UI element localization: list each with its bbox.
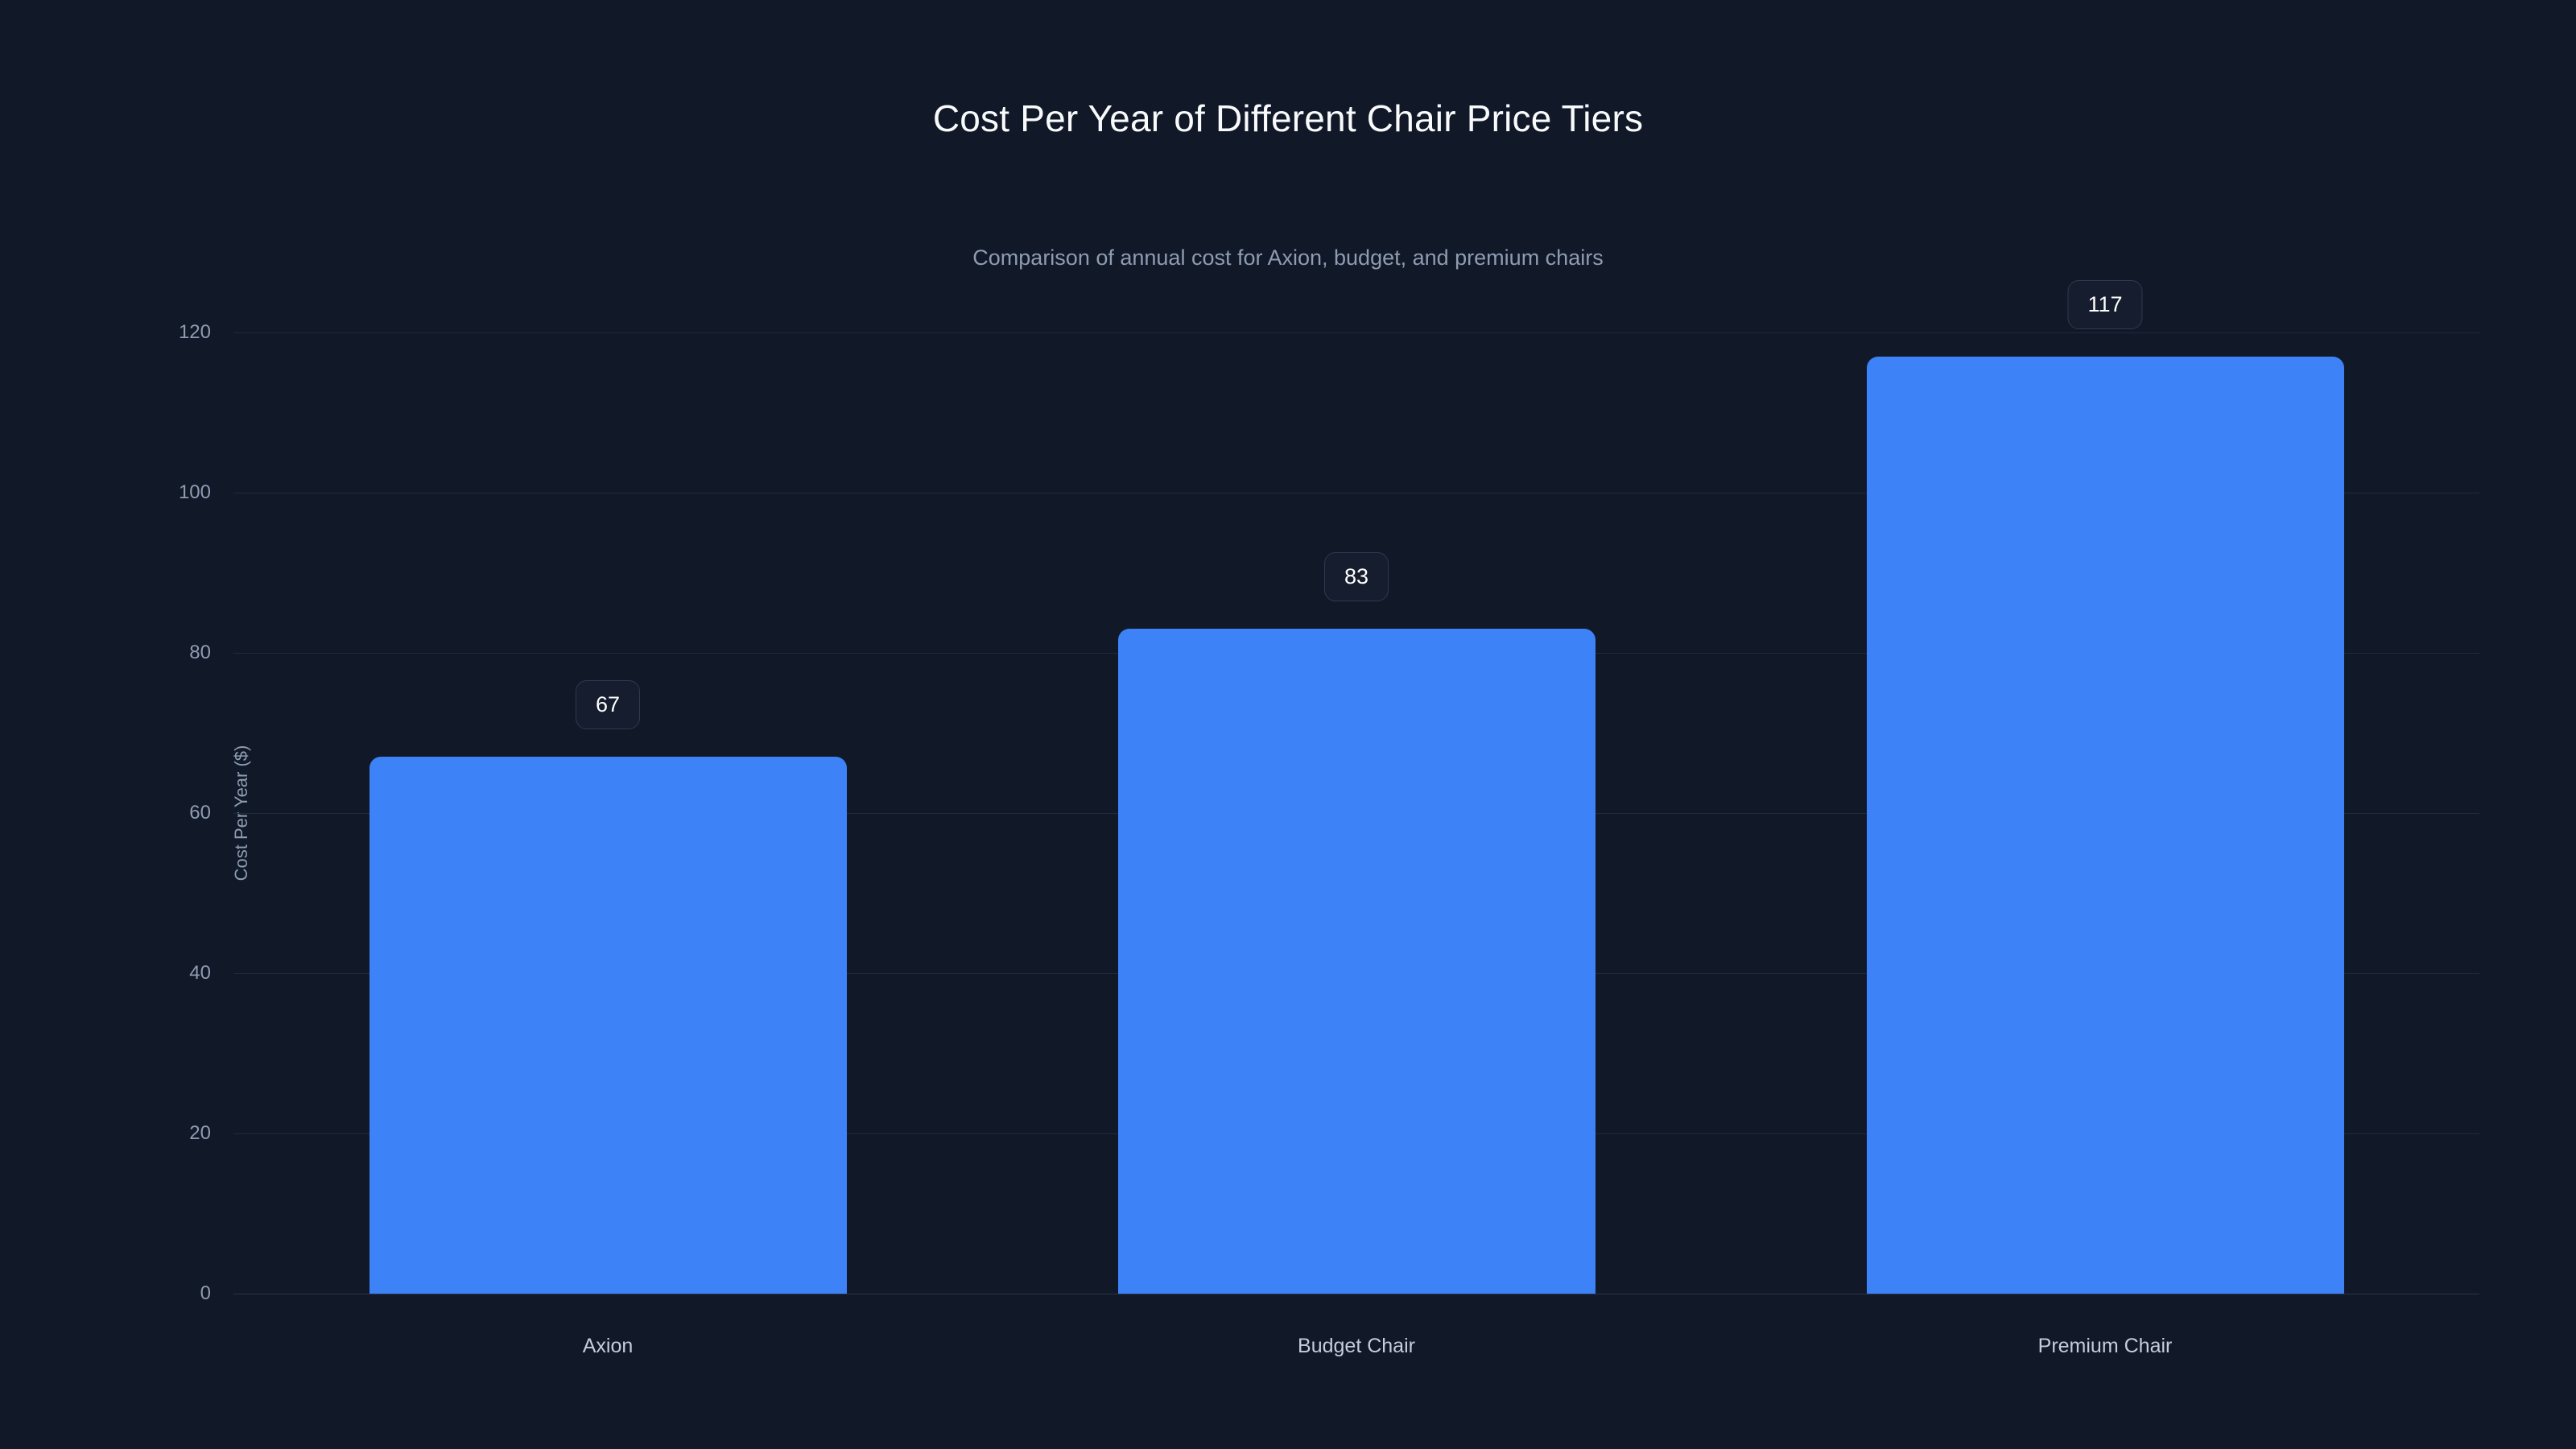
bar-value-label: 117 [2067, 279, 2143, 329]
bar[interactable] [1866, 356, 2344, 1294]
gridline-120 [233, 332, 2479, 333]
y-axis-tick-label: 60 [189, 802, 211, 824]
y-axis-tick-label: 120 [178, 321, 211, 343]
bar[interactable] [369, 757, 847, 1294]
y-axis-tick-label: 0 [200, 1282, 211, 1304]
chart-title: Cost Per Year of Different Chair Price T… [932, 97, 1644, 139]
y-axis-tick-label: 100 [178, 481, 211, 503]
plot-area: Cost Per Year ($) 0 20 40 60 80 100 120 67 83 11… [179, 279, 2479, 1304]
y-axis-tick-label: 20 [189, 1122, 211, 1144]
bar-group[interactable]: 83 [1117, 332, 1596, 1294]
x-axis-tick-label: Budget Chair [1298, 1335, 1415, 1357]
bar-group[interactable]: 117 [1866, 279, 2344, 1294]
bar[interactable] [1117, 629, 1596, 1294]
y-axis-tick-label: 80 [189, 642, 211, 663]
bar-group[interactable]: 67 [369, 332, 847, 1294]
chart-subtitle: Comparison of annual cost for Axion, bud… [972, 246, 1604, 270]
x-axis-tick-label: Premium Chair [2037, 1335, 2173, 1357]
bar-value-label: 67 [575, 680, 641, 730]
bar-value-label: 83 [1323, 552, 1389, 602]
y-axis-tick-label: 40 [189, 962, 211, 984]
x-axis-tick-label: Axion [582, 1335, 634, 1357]
